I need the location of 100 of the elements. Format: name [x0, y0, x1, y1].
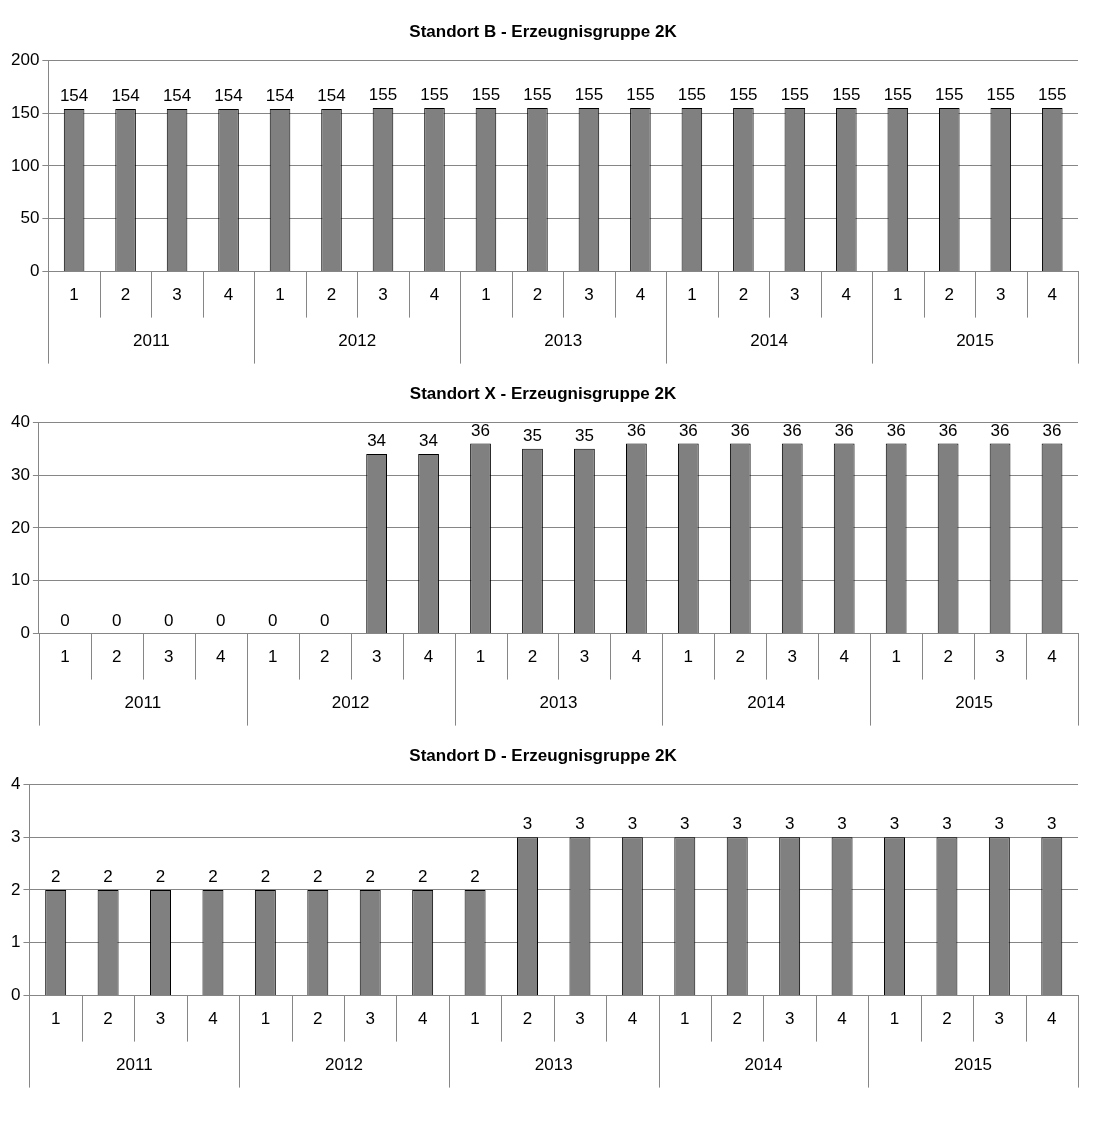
y-tick-label: 50 — [20, 208, 40, 228]
data-label: 154 — [111, 86, 140, 106]
x-tick-label: 3 — [575, 1009, 585, 1029]
data-label: 36 — [471, 420, 490, 440]
x-tick-label: 3 — [365, 1009, 375, 1029]
x-tick-label: 1 — [680, 1009, 690, 1029]
x-tick-label: 2 — [942, 1009, 952, 1029]
data-label: 155 — [677, 85, 707, 105]
x-tick-label: 3 — [995, 647, 1005, 667]
data-label: 3 — [1047, 814, 1057, 834]
x-tick-label: 1 — [69, 285, 79, 305]
x-tick-label: 2 — [326, 285, 337, 305]
data-label: 0 — [112, 610, 122, 630]
data-label: 155 — [368, 85, 398, 105]
text: 2011 — [133, 331, 170, 351]
data-label: 36 — [886, 420, 906, 440]
y-tick-label: 100 — [10, 155, 40, 175]
text: 2012 — [325, 1055, 363, 1075]
data-label: 36 — [730, 420, 750, 440]
y-tick-label: 3 — [10, 826, 21, 846]
x-tick-label: 4 — [841, 285, 852, 305]
x-tick-label: 2 — [532, 285, 543, 305]
data-label: 155 — [883, 85, 912, 105]
data-label: 154 — [214, 86, 243, 106]
data-label: 3 — [784, 814, 795, 834]
x-tick-label: 4 — [208, 1009, 218, 1029]
x-tick-label: 4 — [631, 647, 642, 667]
x-tick-label: 3 — [996, 285, 1006, 305]
data-label: 36 — [938, 420, 958, 440]
x-tick-label: 3 — [155, 1009, 166, 1029]
data-label: 155 — [626, 85, 655, 105]
x-tick-label: 2 — [120, 285, 131, 305]
chart-title: Standort X - Erzeugnisgruppe 2K — [409, 383, 677, 403]
x-tick-label: 2 — [732, 1009, 742, 1029]
y-tick-label: 0 — [20, 623, 30, 643]
x-tick-label: 4 — [216, 647, 226, 667]
data-label: 35 — [574, 425, 594, 445]
y-tick-label: 30 — [10, 464, 30, 484]
y-tick-label: 200 — [10, 50, 40, 70]
x-tick-label: 3 — [584, 285, 594, 305]
data-label: 3 — [732, 814, 742, 834]
text: 2013 — [539, 693, 578, 713]
x-tick-label: 2 — [112, 647, 122, 667]
data-label: 0 — [319, 610, 330, 630]
chart-title: Standort D - Erzeugnisgruppe 2K — [409, 745, 678, 765]
x-tick-label: 1 — [60, 647, 70, 667]
x-tick-label: 2 — [527, 647, 538, 667]
data-label: 2 — [365, 867, 375, 887]
x-tick-label: 3 — [378, 285, 388, 305]
y-tick-label: 0 — [10, 985, 21, 1005]
data-label: 155 — [780, 85, 810, 105]
chart-title: Standort B - Erzeugnisgruppe 2K — [409, 21, 678, 41]
data-label: 3 — [994, 814, 1005, 834]
x-tick-label: 3 — [164, 647, 174, 667]
x-tick-label: 1 — [481, 285, 491, 305]
x-tick-label: 4 — [1047, 647, 1057, 667]
x-tick-label: 1 — [889, 1009, 900, 1029]
data-label: 34 — [419, 431, 439, 451]
x-tick-label: 1 — [475, 647, 486, 667]
x-tick-label: 2 — [103, 1009, 113, 1029]
data-label: 155 — [935, 85, 964, 105]
x-tick-label: 4 — [627, 1009, 638, 1029]
data-label: 2 — [103, 867, 113, 887]
x-tick-label: 3 — [371, 647, 382, 667]
data-label: 155 — [729, 85, 758, 105]
data-label: 0 — [60, 610, 70, 630]
data-label: 36 — [990, 420, 1010, 440]
text: 2011 — [116, 1055, 153, 1075]
data-label: 35 — [523, 425, 542, 445]
data-label: 154 — [59, 86, 89, 106]
data-label: 0 — [164, 610, 174, 630]
x-tick-label: 1 — [683, 647, 694, 667]
data-label: 3 — [837, 814, 847, 834]
data-label: 155 — [574, 85, 604, 105]
y-tick-label: 4 — [10, 774, 21, 794]
data-label: 155 — [523, 85, 552, 105]
data-label: 3 — [889, 814, 900, 834]
text: 2013 — [534, 1055, 573, 1075]
text: 2014 — [747, 693, 786, 713]
x-tick-label: 2 — [738, 285, 749, 305]
x-tick-label: 4 — [635, 285, 646, 305]
data-label: 3 — [522, 814, 533, 834]
x-tick-label: 3 — [790, 285, 800, 305]
x-tick-label: 3 — [787, 647, 797, 667]
data-label: 2 — [470, 867, 480, 887]
y-tick-label: 2 — [10, 879, 21, 899]
data-label: 155 — [986, 85, 1015, 105]
data-label: 2 — [155, 867, 166, 887]
x-tick-label: 1 — [893, 285, 903, 305]
y-tick-label: 0 — [29, 261, 40, 281]
data-label: 155 — [420, 85, 449, 105]
data-label: 2 — [313, 867, 323, 887]
data-label: 2 — [208, 867, 218, 887]
x-tick-label: 1 — [260, 1009, 271, 1029]
data-label: 154 — [162, 86, 192, 106]
data-label: 155 — [471, 85, 501, 105]
x-tick-label: 1 — [891, 647, 901, 667]
x-tick-label: 4 — [1047, 285, 1057, 305]
y-tick-label: 10 — [10, 570, 30, 590]
x-tick-label: 4 — [839, 647, 849, 667]
